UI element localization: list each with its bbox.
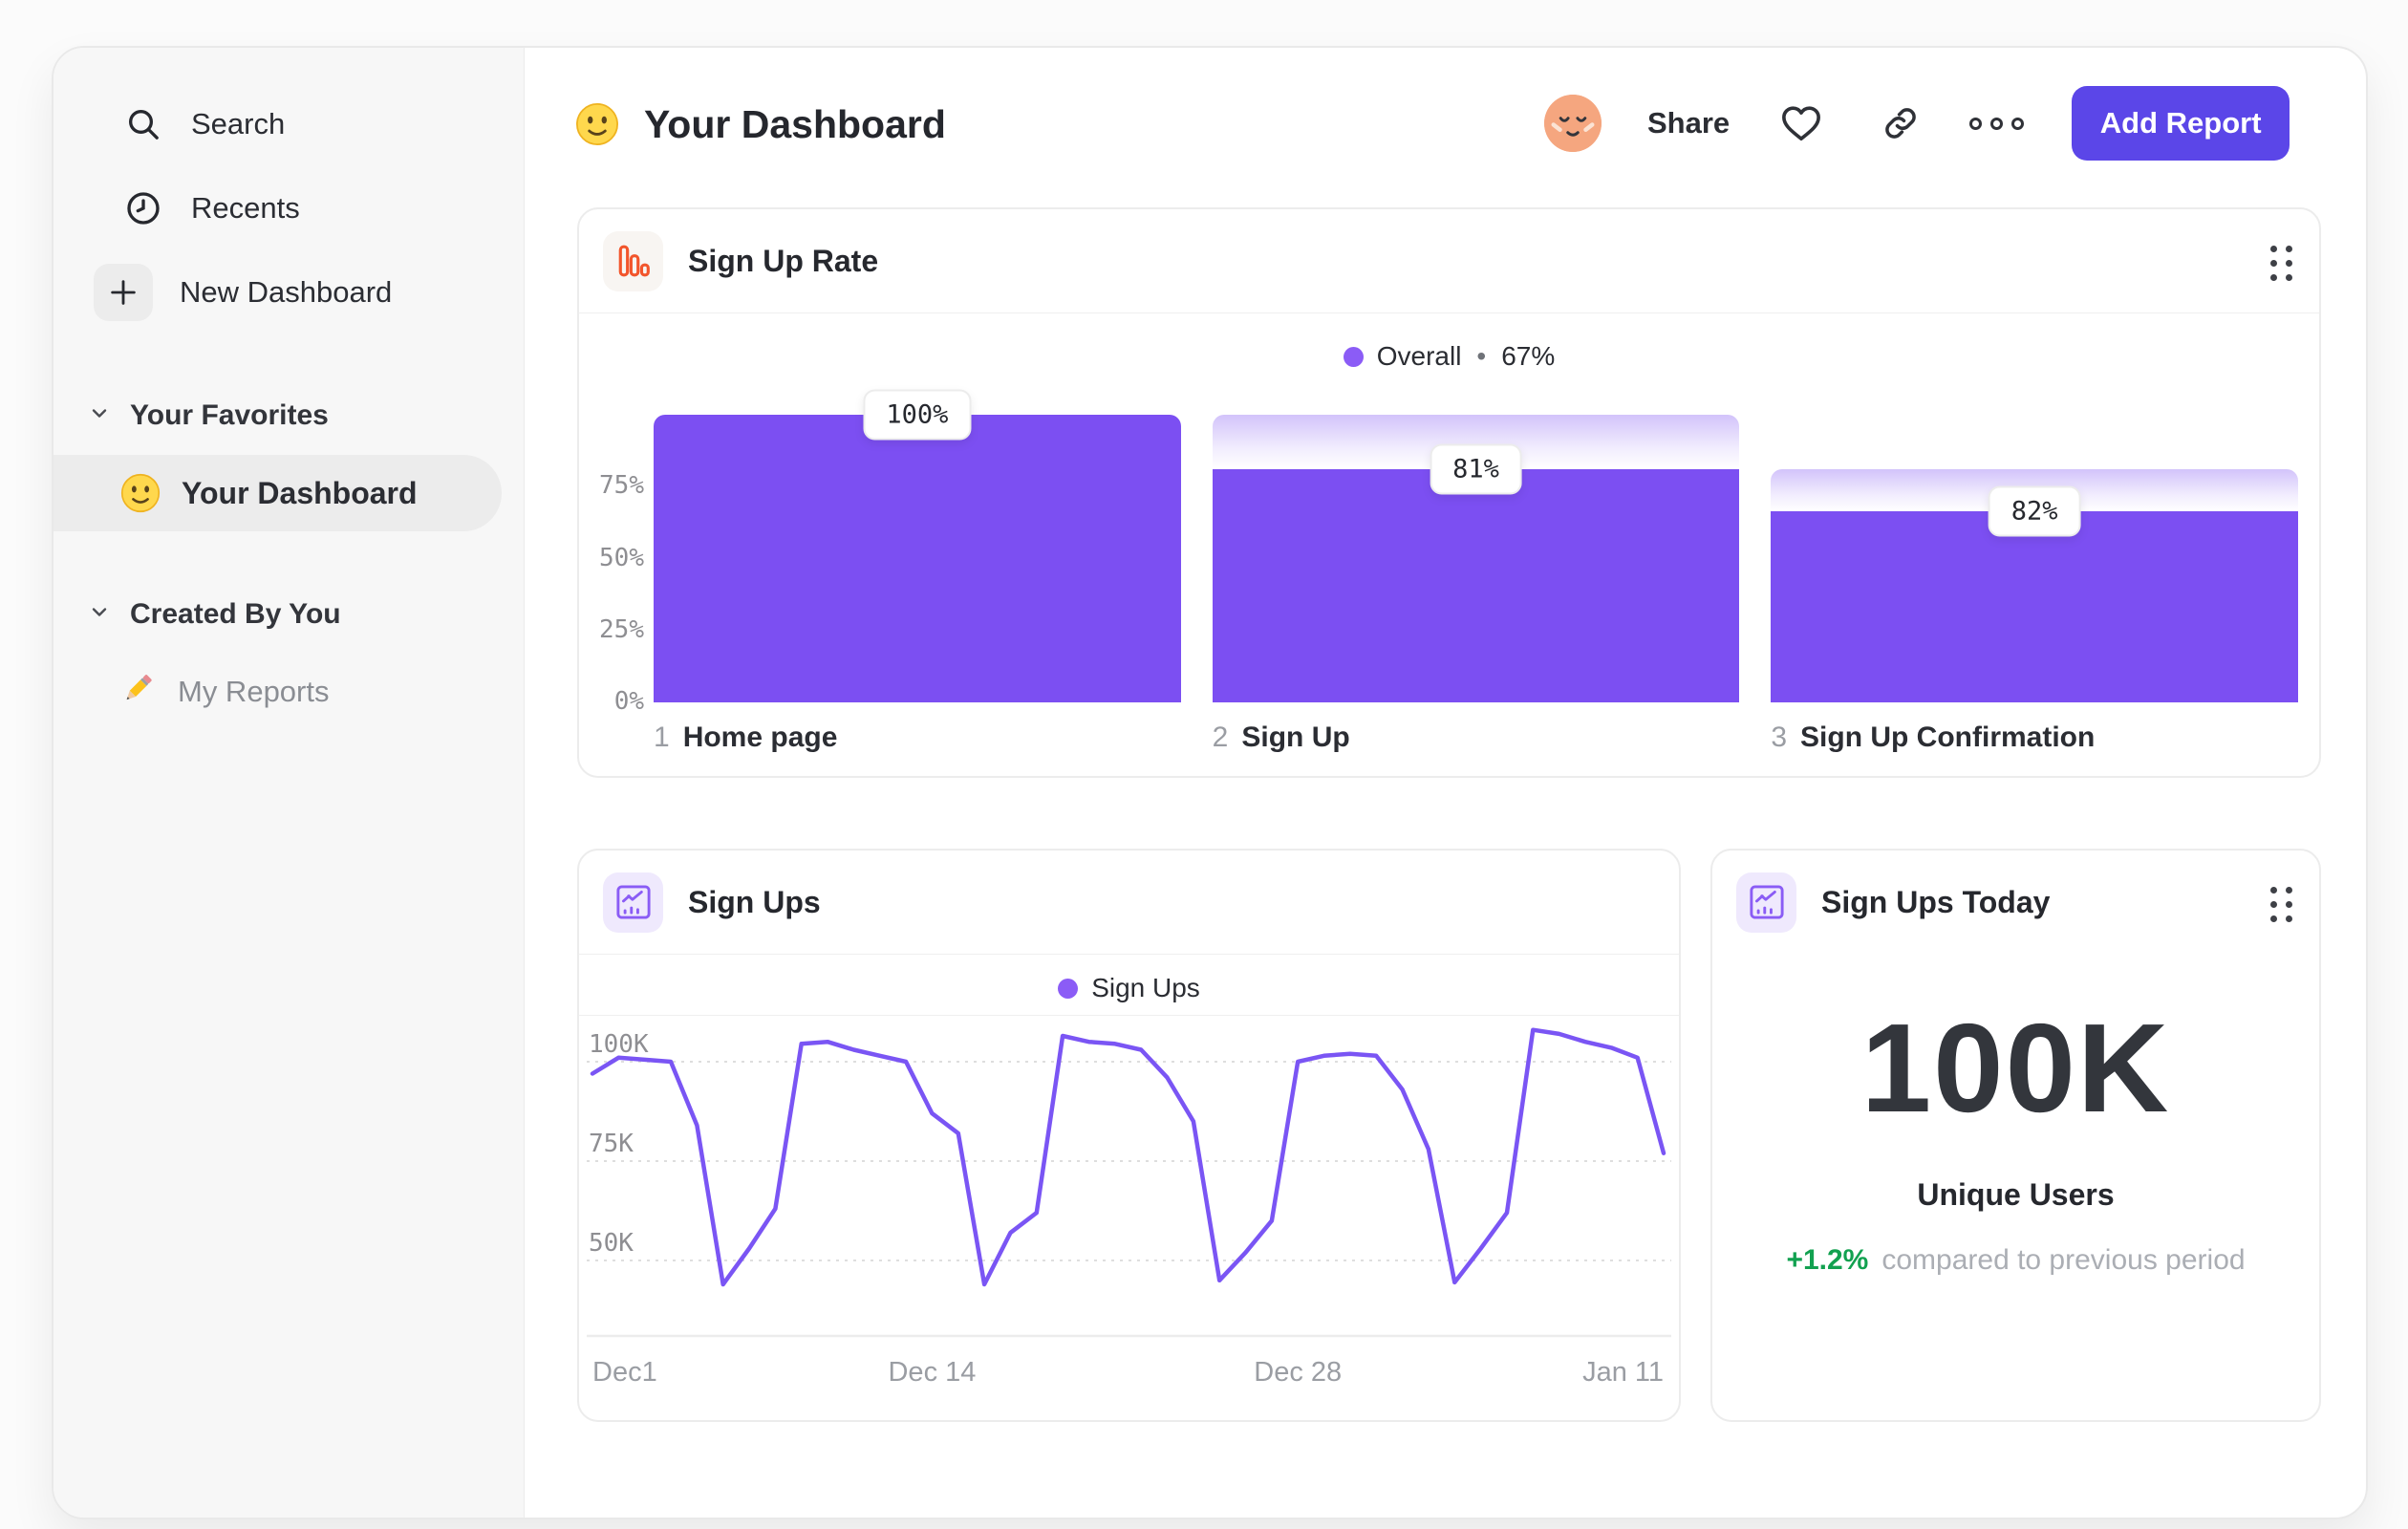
funnel-value-chip: 81% xyxy=(1430,443,1522,495)
line-x-tick: Dec 14 xyxy=(888,1357,977,1388)
page-header: Your Dashboard xyxy=(575,90,946,159)
kpi-delta-caption: compared to previous period xyxy=(1881,1244,2246,1276)
clock-icon xyxy=(122,187,164,229)
card-title: Sign Ups Today xyxy=(1821,884,2051,919)
sidebar-item-your-dashboard[interactable]: Your Dashboard xyxy=(54,455,502,531)
funnel-y-tick: 75% xyxy=(599,471,644,501)
sidebar-item-new-dashboard[interactable]: New Dashboard xyxy=(94,264,392,321)
share-button[interactable]: Share xyxy=(1647,106,1731,140)
sign-up-rate-card: Sign Up Rate Overall • 67% 100% 81% 82% 75… xyxy=(577,207,2321,778)
line-x-tick: Dec 28 xyxy=(1254,1357,1343,1388)
line-y-tick: 75K xyxy=(589,1130,634,1158)
funnel-y-tick: 25% xyxy=(599,614,644,644)
legend-label: Sign Ups xyxy=(1091,973,1200,1002)
funnel-y-tick: 50% xyxy=(599,543,644,572)
avatar[interactable] xyxy=(1544,95,1602,152)
line-x-tick: Dec1 xyxy=(592,1357,657,1388)
funnel-step-column: 82% xyxy=(1771,415,2299,702)
funnel-step-label: 2 Sign Up xyxy=(1212,721,1350,753)
favorite-heart-icon[interactable] xyxy=(1768,95,1835,152)
sidebar-item-label: Your Dashboard xyxy=(182,475,418,510)
header-actions: Share Add Report xyxy=(1544,86,2290,161)
line-x-axis: Dec1 Dec 14 Dec 28 Jan 11 xyxy=(587,1357,1671,1395)
kpi-label: Unique Users xyxy=(1917,1177,2115,1212)
sign-ups-today-card: Sign Ups Today 100K Unique Users +1.2% c… xyxy=(1710,849,2321,1422)
line-x-tick: Jan 11 xyxy=(1582,1357,1664,1388)
line-y-tick: 50K xyxy=(589,1229,634,1258)
legend-dot xyxy=(1343,346,1364,367)
card-header: Sign Up Rate xyxy=(579,209,2319,313)
signups-line-chart[interactable]: 100K 75K 50K xyxy=(587,1017,1671,1346)
kpi-delta-row: +1.2% compared to previous period xyxy=(1712,1244,2319,1277)
sidebar-section-favorites[interactable]: Your Favorites xyxy=(88,399,329,432)
legend-label: Overall xyxy=(1376,341,1462,371)
funnel-y-tick: 0% xyxy=(613,687,644,716)
page-title: Your Dashboard xyxy=(644,101,946,146)
search-icon xyxy=(122,103,164,145)
chevron-down-icon xyxy=(88,598,111,631)
funnel-step-column: 81% xyxy=(1212,415,1740,702)
kpi-value: 100K xyxy=(1860,998,2171,1138)
app-window: Search Recents New Dashboard Your Favori… xyxy=(52,46,2368,1519)
sidebar-item-my-reports[interactable]: My Reports xyxy=(118,669,329,715)
sidebar-item-recents[interactable]: Recents xyxy=(122,187,300,229)
sidebar-item-search[interactable]: Search xyxy=(122,103,285,145)
funnel-value-chip: 100% xyxy=(863,389,972,441)
sidebar-item-label: My Reports xyxy=(178,675,330,708)
funnel-step-column: 100% xyxy=(654,389,1181,702)
kpi-delta: +1.2% xyxy=(1786,1244,1869,1276)
add-report-button[interactable]: Add Report xyxy=(2072,86,2290,161)
smiley-emoji-icon xyxy=(120,473,161,513)
funnel-value-chip: 82% xyxy=(1988,485,2081,537)
funnel-bar[interactable] xyxy=(1212,469,1740,702)
legend-dot xyxy=(1058,978,1079,999)
more-options-icon[interactable] xyxy=(1963,95,2030,152)
funnel-bar[interactable] xyxy=(1771,511,2299,702)
drag-handle-icon[interactable] xyxy=(2270,887,2292,922)
drag-handle-icon[interactable] xyxy=(2270,246,2292,281)
line-legend: Sign Ups xyxy=(579,963,1679,1013)
card-header: Sign Ups Today xyxy=(1712,851,2319,954)
card-title: Sign Ups xyxy=(688,884,821,919)
sidebar-item-label: Recents xyxy=(191,191,300,225)
legend-separator: • xyxy=(1476,341,1487,371)
sidebar: Search Recents New Dashboard Your Favori… xyxy=(54,48,525,1518)
funnel-step-label: 1 Home page xyxy=(654,721,838,753)
line-y-tick: 100K xyxy=(589,1030,649,1059)
sidebar-section-created-by-you[interactable]: Created By You xyxy=(88,598,341,631)
legend-value: 67% xyxy=(1501,341,1556,371)
funnel-step-label: 3 Sign Up Confirmation xyxy=(1771,721,2096,753)
sidebar-item-label: New Dashboard xyxy=(180,275,393,309)
sign-ups-card: Sign Ups Sign Ups 100K 75K 50K Dec1 Dec 14 D… xyxy=(577,849,1681,1422)
plus-icon xyxy=(94,264,153,321)
card-title: Sign Up Rate xyxy=(688,243,879,278)
divider xyxy=(579,1015,1679,1016)
funnel-legend: Overall • 67% xyxy=(579,335,2319,377)
line-chart-icon xyxy=(1736,872,1796,933)
copy-link-icon[interactable] xyxy=(1867,95,1934,152)
smiley-emoji-icon xyxy=(575,102,619,146)
card-header: Sign Ups xyxy=(579,851,1679,955)
pencil-emoji-icon xyxy=(118,669,157,715)
signups-line-series[interactable] xyxy=(590,1027,1666,1287)
chevron-down-icon xyxy=(88,399,111,432)
funnel-bar[interactable] xyxy=(654,415,1181,702)
funnel-chart: 100% 81% 82% xyxy=(654,389,2299,702)
line-chart-icon xyxy=(603,872,663,933)
sidebar-item-label: Search xyxy=(191,107,286,140)
bar-chart-icon xyxy=(603,230,663,291)
funnel-x-axis: 1 Home page 2 Sign Up 3 Sign Up Confirmation xyxy=(654,721,2298,754)
